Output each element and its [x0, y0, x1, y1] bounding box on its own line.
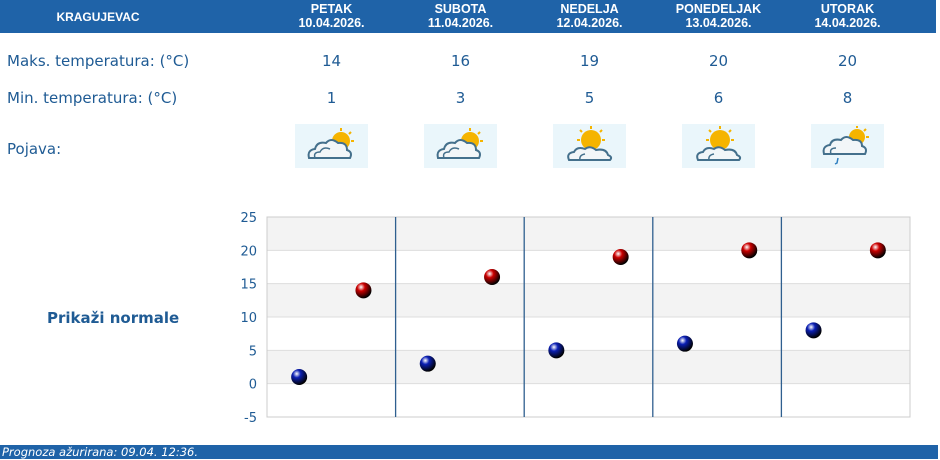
mostly-sunny-icon: [682, 124, 755, 168]
day-date: 13.04.2026.: [685, 16, 752, 30]
max-temp-value: 20: [837, 52, 858, 70]
min-temp-point: [676, 335, 693, 352]
day-header-4: PONEDELJAK 13.04.2026.: [654, 2, 783, 30]
grid-band: [267, 383, 910, 417]
y-tick-label: 25: [240, 211, 257, 226]
grid-band: [267, 283, 910, 317]
min-temp-point: [805, 322, 822, 339]
min-temp-point: [291, 369, 308, 385]
max-temp-point: [612, 249, 629, 265]
min-temp-value: 6: [713, 89, 724, 107]
day-header-5: UTORAK 14.04.2026.: [783, 2, 912, 30]
y-tick-label: 0: [249, 378, 257, 393]
partly-cloudy-icon: [424, 124, 497, 168]
day-header-1: PETAK 10.04.2026.: [267, 2, 396, 30]
min-temp-value: 8: [842, 89, 853, 107]
grid-band: [267, 217, 910, 251]
max-temp-value: 19: [579, 52, 600, 70]
day-date: 14.04.2026.: [814, 16, 881, 30]
max-temp-point: [355, 282, 372, 299]
max-temp-point: [869, 242, 886, 259]
day-header-2: SUBOTA 11.04.2026.: [396, 2, 525, 30]
max-temp-label: Maks. temperatura: (°C): [7, 52, 190, 70]
show-normals-link[interactable]: Prikaži normale: [47, 309, 180, 327]
y-tick-label: 20: [240, 244, 257, 259]
day-header-3: NEDELJA 12.04.2026.: [525, 2, 654, 30]
day-date: 11.04.2026.: [427, 16, 494, 30]
y-tick-label: 5: [249, 344, 257, 359]
plot-border: [266, 216, 911, 418]
grid-band: [267, 317, 910, 351]
y-tick-label: 10: [240, 311, 257, 326]
day-date: 12.04.2026.: [556, 16, 623, 30]
grid-band: [267, 350, 910, 384]
mostly-sunny-icon: [553, 124, 626, 168]
max-temp-point: [484, 269, 501, 285]
min-temp-point: [548, 342, 565, 359]
min-temp-value: 3: [455, 89, 466, 107]
forecast-updated-footer: Prognoza ažurirana: 09.04. 12:36.: [0, 445, 938, 459]
temperature-chart: 25 20 15 10 5 0 -5: [240, 211, 911, 426]
day-name: UTORAK: [820, 2, 875, 16]
grid-band: [267, 250, 910, 284]
max-temp-value: 20: [708, 52, 729, 70]
max-temp-value: 14: [321, 52, 342, 70]
max-temp-value: 16: [450, 52, 471, 70]
day-name: PETAK: [310, 2, 353, 16]
forecast-header: KRAGUJEVAC PETAK 10.04.2026. SUBOTA 11.0…: [0, 0, 936, 33]
min-temp-value: 5: [584, 89, 595, 107]
city-name: KRAGUJEVAC: [56, 9, 140, 24]
cloudy-light-rain-icon: [811, 124, 884, 168]
y-tick-label: -5: [244, 411, 257, 426]
partly-cloudy-icon: [295, 124, 368, 168]
phenomenon-label: Pojava:: [7, 140, 62, 158]
day-name: NEDELJA: [560, 2, 619, 16]
day-name: PONEDELJAK: [675, 2, 762, 16]
max-temp-point: [741, 242, 758, 259]
min-temp-value: 1: [326, 89, 337, 107]
y-tick-label: 15: [240, 278, 257, 293]
day-name: SUBOTA: [434, 2, 487, 16]
min-temp-label: Min. temperatura: (°C): [7, 89, 178, 107]
min-temp-point: [419, 355, 436, 372]
day-date: 10.04.2026.: [298, 16, 365, 30]
